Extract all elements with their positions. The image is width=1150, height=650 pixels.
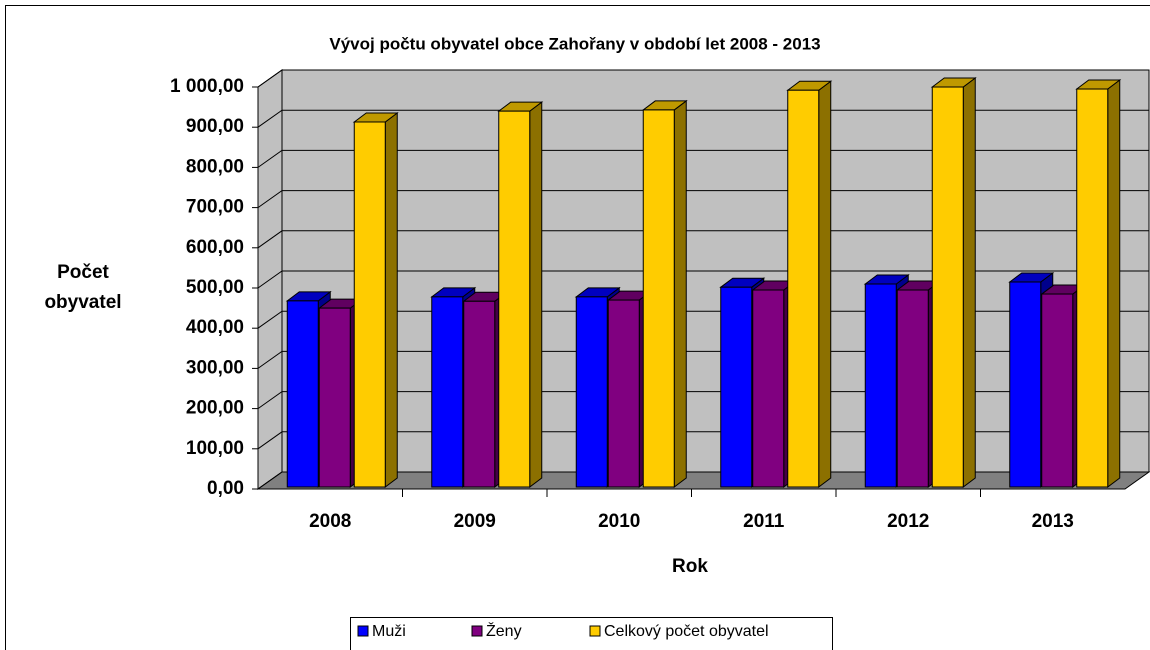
x-tick-label: 2010 [598, 511, 640, 532]
grid-line [257, 350, 1149, 369]
grid-line [257, 109, 1149, 128]
bar-front [318, 307, 351, 488]
bar-front [463, 300, 496, 488]
y-tick-label: 1 000,00 [170, 76, 244, 97]
bar-front [787, 89, 820, 488]
bar-side [818, 80, 832, 488]
bar [930, 77, 977, 488]
bar [895, 280, 942, 488]
bar [786, 80, 833, 488]
legend-label: Celkový počet obyvatel [604, 623, 769, 640]
bar-side [1107, 79, 1121, 488]
x-axis-label: Rok [672, 556, 708, 577]
y-tick-label: 200,00 [186, 398, 244, 419]
bar-front [931, 86, 964, 488]
y-tick-label: 100,00 [186, 438, 244, 459]
x-tick-label: 2013 [1032, 511, 1074, 532]
grid-line [257, 190, 1149, 209]
x-tick-label: 2012 [887, 511, 929, 532]
grid-line [257, 431, 1149, 450]
chart-title: Vývoj počtu obyvatel obce Zahořany v obd… [329, 34, 820, 53]
bar-front [607, 299, 640, 488]
bar [497, 101, 544, 488]
bar [641, 99, 688, 488]
bar-side [962, 77, 976, 488]
grid-line [257, 310, 1149, 329]
x-tick-label: 2011 [743, 511, 785, 532]
grid-line [257, 69, 1149, 88]
bar-front [752, 289, 785, 488]
grid-line [257, 471, 1149, 490]
bar-front [1076, 88, 1109, 488]
y-tick-label: 300,00 [186, 357, 244, 378]
y-axis-label: Počet obyvatel [44, 262, 122, 313]
y-tick-label: 600,00 [186, 237, 244, 258]
bar-side [384, 111, 398, 488]
bar-front [575, 296, 608, 488]
bar-front [896, 289, 929, 488]
bar-front [431, 296, 464, 488]
bar-side [673, 99, 687, 488]
bar-side [529, 101, 543, 488]
legend-swatch [589, 625, 601, 637]
legend-label: Muži [372, 623, 406, 640]
bar [1075, 79, 1122, 488]
bar-front [286, 300, 319, 488]
chart-border [5, 5, 1150, 650]
legend-label: Ženy [486, 621, 522, 640]
bar-front [864, 283, 897, 488]
bar-front [642, 109, 675, 488]
grid-line [257, 149, 1149, 168]
bar-front [720, 286, 753, 488]
bar-front [1041, 293, 1074, 488]
bar [352, 111, 399, 488]
bar-front [353, 121, 386, 488]
y-tick-label: 700,00 [186, 197, 244, 218]
grid-line [257, 391, 1149, 410]
legend-swatch [471, 625, 483, 637]
x-tick-label: 2009 [454, 511, 496, 532]
y-tick-label: 800,00 [186, 156, 244, 177]
grid-line [257, 270, 1149, 289]
grid-line [257, 230, 1149, 249]
y-tick-label: 500,00 [186, 277, 244, 298]
y-tick-label: 400,00 [186, 317, 244, 338]
legend-swatch [357, 625, 369, 637]
x-tick-label: 2008 [309, 511, 351, 532]
y-tick-label: 900,00 [186, 116, 244, 137]
bar-front [1009, 281, 1042, 488]
y-tick-label: 0,00 [207, 478, 244, 499]
bar-front [498, 110, 531, 488]
